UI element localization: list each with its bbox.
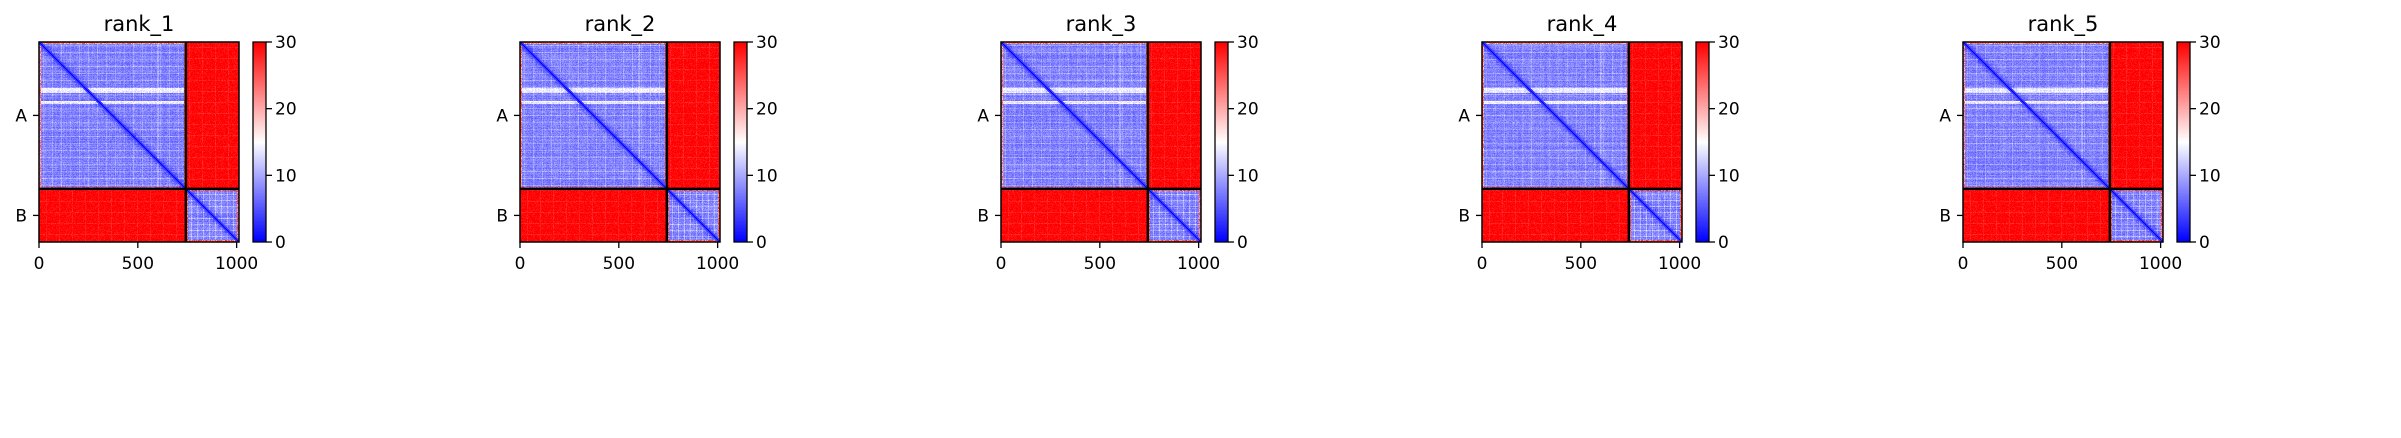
pae-plot-2: rank_2 0 500 1000 A B 0 10 20 30: [496, 12, 778, 274]
pae-panel-3: rank_3 0 500 1000 A B 0 10 20 30: [962, 0, 1442, 438]
colorbar-tick-label: 0: [756, 233, 767, 253]
pae-panel-5: rank_5 0 500 1000 A B 0 10 20 30: [1924, 0, 2401, 438]
chain-label-A: A: [15, 106, 27, 126]
pae-panel-4: rank_4 0 500 1000 A B 0 10 20 30: [1443, 0, 1923, 438]
chain-label-B: B: [1939, 206, 1951, 226]
x-tick-label: 1000: [2139, 254, 2182, 274]
pae-panel-2: rank_2 0 500 1000 A B 0 10 20 30: [481, 0, 961, 438]
chain-label-A: A: [977, 106, 989, 126]
x-tick-label: 0: [996, 254, 1007, 274]
axes-frame: [1481, 41, 1683, 243]
colorbar-tick-label: 10: [2199, 166, 2221, 186]
x-tick-label: 500: [1084, 254, 1116, 274]
pae-heatmap: [1001, 42, 1201, 242]
x-tick-label: 500: [2046, 254, 2078, 274]
x-tick-label: 0: [515, 254, 526, 274]
colorbar-tick-label: 10: [1237, 166, 1259, 186]
colorbar-tick-label: 30: [1718, 33, 1740, 53]
colorbar-gradient: [253, 42, 266, 242]
colorbar-tick-label: 20: [1718, 100, 1740, 120]
colorbar-tick-label: 20: [275, 100, 297, 120]
x-tick-label: 1000: [696, 254, 739, 274]
pae-heatmap: [1482, 42, 1682, 242]
colorbar-tick-label: 10: [275, 166, 297, 186]
x-tick-label: 0: [1477, 254, 1488, 274]
chain-label-B: B: [977, 206, 989, 226]
colorbar-gradient: [1696, 42, 1709, 242]
axes-frame: [1962, 41, 2164, 243]
chain-label-B: B: [15, 206, 27, 226]
colorbar-tick-label: 20: [1237, 100, 1259, 120]
pae-heatmap: [1963, 42, 2163, 242]
panel-title: rank_3: [1066, 12, 1137, 37]
colorbar-tick-label: 0: [2199, 233, 2210, 253]
chain-label-A: A: [496, 106, 508, 126]
chain-label-B: B: [496, 206, 508, 226]
colorbar-tick-label: 30: [756, 33, 778, 53]
pae-panel-1: rank_1 0 500 1000 A B 0 10 20 30: [0, 0, 480, 438]
pae-heatmap: [520, 42, 720, 242]
axes-frame: [519, 41, 721, 243]
colorbar-tick-label: 20: [2199, 100, 2221, 120]
colorbar-gradient: [2177, 42, 2190, 242]
pae-plot-5: rank_5 0 500 1000 A B 0 10 20 30: [1939, 12, 2221, 274]
pae-plot-4: rank_4 0 500 1000 A B 0 10 20 30: [1458, 12, 1740, 274]
x-tick-label: 500: [122, 254, 154, 274]
panel-title: rank_4: [1547, 12, 1618, 37]
x-tick-label: 500: [603, 254, 635, 274]
colorbar-tick-label: 0: [1237, 233, 1248, 253]
axes-frame: [38, 41, 240, 243]
colorbar-tick-label: 20: [756, 100, 778, 120]
axes-frame: [1000, 41, 1202, 243]
colorbar-gradient: [734, 42, 747, 242]
chain-label-A: A: [1939, 106, 1951, 126]
colorbar-tick-label: 10: [756, 166, 778, 186]
colorbar-tick-label: 30: [275, 33, 297, 53]
chain-label-A: A: [1458, 106, 1470, 126]
colorbar-frame: [252, 41, 267, 243]
x-tick-label: 1000: [215, 254, 258, 274]
x-tick-label: 1000: [1177, 254, 1220, 274]
colorbar-gradient: [1215, 42, 1228, 242]
x-tick-label: 1000: [1658, 254, 1701, 274]
panel-title: rank_5: [2028, 12, 2099, 37]
panel-title: rank_2: [585, 12, 656, 37]
pae-plot-1: rank_1 0 500 1000 A B 0 10 20 30: [15, 12, 297, 274]
colorbar-tick-label: 0: [275, 233, 286, 253]
pae-heatmap: [39, 42, 239, 242]
pae-plot-3: rank_3 0 500 1000 A B 0 10 20 30: [977, 12, 1259, 274]
chain-label-B: B: [1458, 206, 1470, 226]
colorbar-frame: [1695, 41, 1710, 243]
colorbar-tick-label: 10: [1718, 166, 1740, 186]
colorbar-tick-label: 0: [1718, 233, 1729, 253]
colorbar-frame: [733, 41, 748, 243]
panel-title: rank_1: [104, 12, 175, 37]
x-tick-label: 0: [34, 254, 45, 274]
colorbar-frame: [2176, 41, 2191, 243]
colorbar-tick-label: 30: [2199, 33, 2221, 53]
x-tick-label: 0: [1958, 254, 1969, 274]
x-tick-label: 500: [1565, 254, 1597, 274]
colorbar-tick-label: 30: [1237, 33, 1259, 53]
colorbar-frame: [1214, 41, 1229, 243]
